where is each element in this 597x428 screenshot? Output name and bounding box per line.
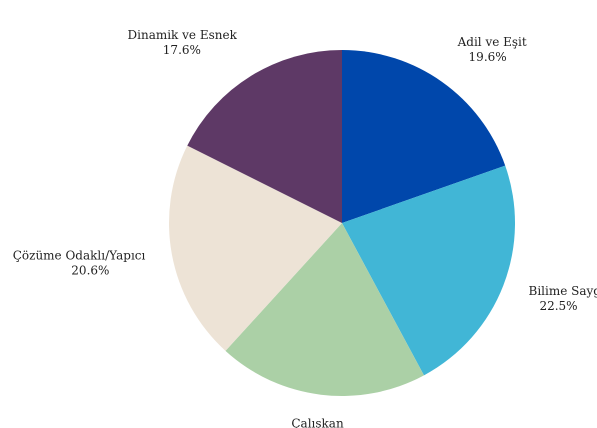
slice-percent-bilime-saygili: 22.5%: [539, 299, 577, 313]
slice-label-bilime-saygili: Bilime Saygılı: [529, 284, 597, 298]
slice-label-caliskan: Çalışkan: [291, 416, 344, 428]
slice-percent-cozume-odakli-yapici: 20.6%: [71, 264, 109, 278]
pie-slice-adil-ve-esit: [342, 50, 506, 223]
pie-slice-bilime-saygili: [342, 165, 515, 376]
slice-label-dinamik-ve-esnek: Dinamik ve Esnek: [128, 28, 238, 42]
slice-percent-dinamik-ve-esnek: 17.6%: [163, 43, 201, 57]
pie-slice-dinamik-ve-esnek: [187, 50, 342, 223]
slice-percent-adil-ve-esit: 19.6%: [469, 50, 507, 64]
slice-label-cozume-odakli-yapici: Çözüme Odaklı/Yapıcı: [13, 249, 146, 263]
pie-slices: [168, 50, 515, 396]
pie-slice-caliskan: [225, 223, 424, 396]
pie-slice-cozume-odakli-yapici: [168, 145, 342, 351]
slice-label-adil-ve-esit: Adil ve Eşit: [457, 35, 527, 49]
